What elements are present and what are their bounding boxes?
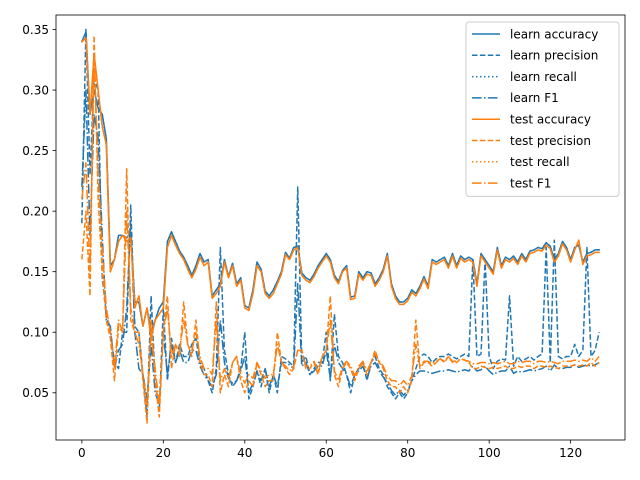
y-tick-label: 0.25 [22, 144, 49, 158]
x-tick-label: 80 [400, 446, 415, 460]
axes: 0 20 40 60 80 100 120 0.05 0.10 0.15 0.20 0.25 0.30 0… [22, 14, 626, 460]
legend-box [465, 21, 620, 197]
x-tick-label: 40 [237, 446, 252, 460]
x-tick-label: 20 [156, 446, 171, 460]
y-tick-label: 0.20 [22, 204, 49, 218]
x-tick-label: 100 [478, 446, 501, 460]
legend-label: learn accuracy [510, 27, 598, 41]
y-tick-label: 0.35 [22, 23, 49, 37]
x-tick-label: 120 [559, 446, 582, 460]
series-line-learn-precision [81, 28, 600, 418]
legend-label: learn recall [510, 70, 577, 84]
series-line-learn-F1 [81, 89, 600, 406]
legend-label: test F1 [510, 176, 551, 190]
legend-label: test accuracy [510, 113, 591, 127]
axes-frame [55, 14, 626, 441]
x-tick-label: 0 [78, 446, 86, 460]
legend: learn accuracy learn precision learn recal… [465, 21, 620, 197]
legend-label: test precision [510, 134, 591, 148]
series-lines [80, 28, 600, 424]
x-tick-label: 60 [319, 446, 334, 460]
legend-label: learn precision [510, 49, 598, 63]
legend-label: test recall [510, 155, 570, 169]
y-tick-label: 0.15 [22, 265, 49, 279]
legend-label: learn F1 [510, 91, 559, 105]
plot-area [80, 28, 600, 424]
y-tick-label: 0.10 [22, 326, 49, 340]
y-tick-label: 0.30 [22, 83, 49, 97]
y-tick-label: 0.05 [22, 386, 49, 400]
series-line-test-F1 [81, 53, 600, 406]
series-line-test-accuracy [80, 37, 600, 340]
